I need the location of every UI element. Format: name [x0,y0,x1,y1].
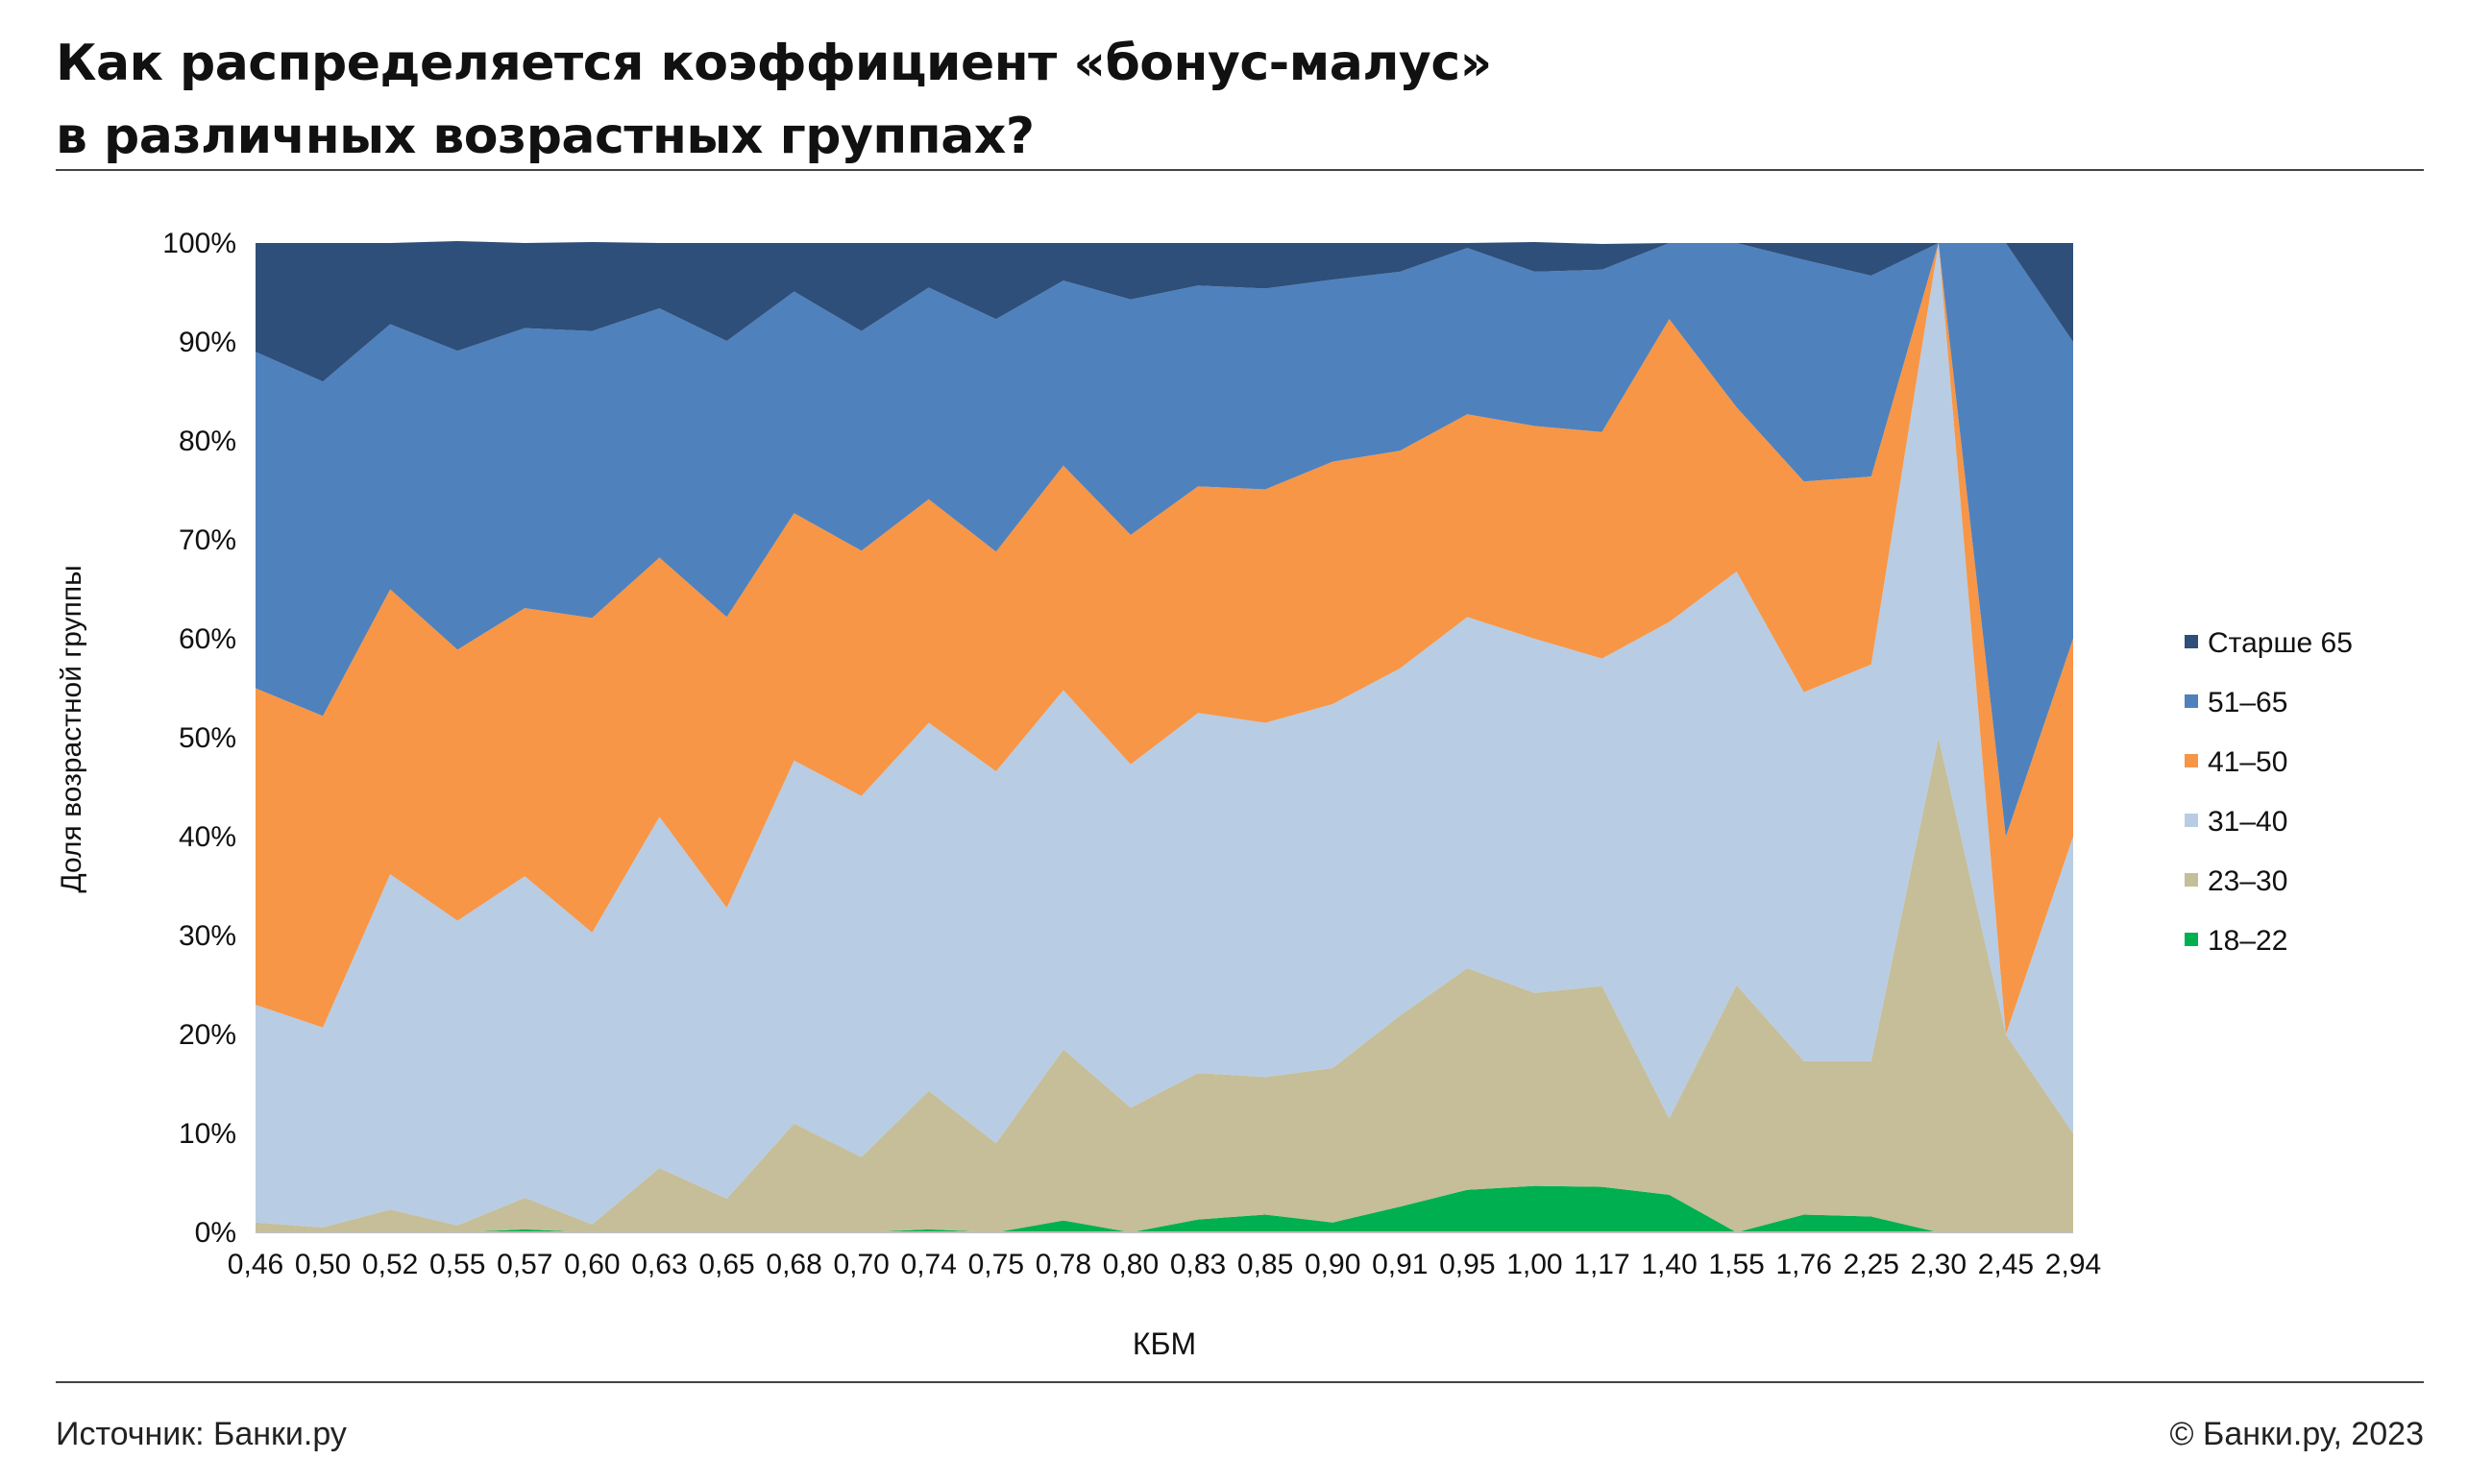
legend-label-18-22: 18–22 [2208,925,2287,957]
x-tick-label: 0,75 [968,1249,1024,1280]
x-tick-label: 1,40 [1641,1249,1697,1280]
x-tick-label: 0,46 [228,1249,283,1280]
x-tick-label: 2,45 [1978,1249,2034,1280]
x-tick-label: 0,65 [698,1249,754,1280]
x-tick-label: 2,94 [2045,1249,2101,1280]
x-tick-label: 0,91 [1372,1249,1428,1280]
legend-label-51-65: 51–65 [2208,687,2287,718]
area-series-2 [256,738,2073,1232]
x-tick-label: 0,50 [295,1249,351,1280]
footer-divider [56,1381,2424,1383]
x-tick-label: 0,95 [1439,1249,1495,1280]
legend-swatch [2185,933,2198,946]
y-tick-label: 70% [179,524,236,556]
x-tick-label: 1,76 [1776,1249,1832,1280]
x-tick-label: 1,17 [1574,1249,1629,1280]
x-tick-label: 1,55 [1708,1249,1764,1280]
legend-swatch [2185,814,2198,827]
legend-swatch [2185,873,2198,887]
legend: Старше 65 51–65 41–50 31–40 23–30 18–22 [2185,627,2353,957]
y-tick-label: 60% [179,623,236,655]
x-axis-ticks: 0,46 0,50 0,52 0,55 0,57 0,60 0,63 0,65 0,68 0,70… [228,1249,2101,1280]
legend-label-старше-65: Старше 65 [2208,627,2353,659]
x-tick-label: 0,55 [429,1249,485,1280]
x-tick-label: 0,68 [766,1249,821,1280]
x-tick-label: 0,63 [631,1249,687,1280]
y-tick-label: 0% [195,1217,236,1249]
chart-title: Как распределяется коэффициент «бонус-ма… [56,27,1492,173]
y-tick-label: 20% [179,1019,236,1051]
y-tick-label: 100% [162,228,236,259]
x-tick-label: 0,60 [564,1249,620,1280]
legend-swatch [2185,635,2198,648]
x-tick-label: 0,83 [1170,1249,1226,1280]
area-series-6 [256,240,2073,382]
x-axis-label: КБМ [1133,1326,1196,1361]
x-tick-label: 2,25 [1844,1249,1899,1280]
legend-label-41-50: 41–50 [2208,746,2287,778]
legend-swatch [2185,694,2198,708]
x-tick-label: 0,70 [833,1249,889,1280]
legend-label-31-40: 31–40 [2208,806,2287,838]
area-layers [256,240,2073,1232]
y-axis-ticks: 0% 10% 20% 30% 40% 50% 60% 70% 80% 90% 100% [162,228,236,1249]
x-tick-label: 1,00 [1506,1249,1562,1280]
y-tick-label: 10% [179,1118,236,1150]
title-divider [56,169,2424,171]
chart-title-line-2: в различных возрастных группах? [56,108,1035,165]
y-tick-label: 50% [179,722,236,754]
x-tick-label: 0,80 [1103,1249,1159,1280]
x-tick-label: 2,30 [1911,1249,1967,1280]
area-series-3 [256,243,2073,1228]
chart-title-line-1: Как распределяется коэффициент «бонус-ма… [56,35,1492,92]
source-note: Источник: Банки.ру [56,1416,347,1452]
y-tick-label: 80% [179,426,236,457]
area-series-4 [256,243,2073,1034]
x-tick-label: 0,52 [362,1249,418,1280]
y-tick-label: 40% [179,821,236,853]
area-series-1 [256,1185,2073,1232]
area-series-5 [256,243,2073,837]
x-tick-label: 0,85 [1237,1249,1293,1280]
x-tick-label: 0,74 [901,1249,957,1280]
y-tick-label: 90% [179,327,236,358]
y-axis-label: Доля возрастной группы [56,565,87,892]
x-tick-label: 0,90 [1305,1249,1360,1280]
legend-swatch [2185,754,2198,767]
x-tick-label: 0,57 [497,1249,552,1280]
legend-label-23-30: 23–30 [2208,865,2287,897]
x-tick-label: 0,78 [1036,1249,1091,1280]
y-tick-label: 30% [179,920,236,952]
copyright-note: © Банки.ру, 2023 [2169,1416,2424,1452]
